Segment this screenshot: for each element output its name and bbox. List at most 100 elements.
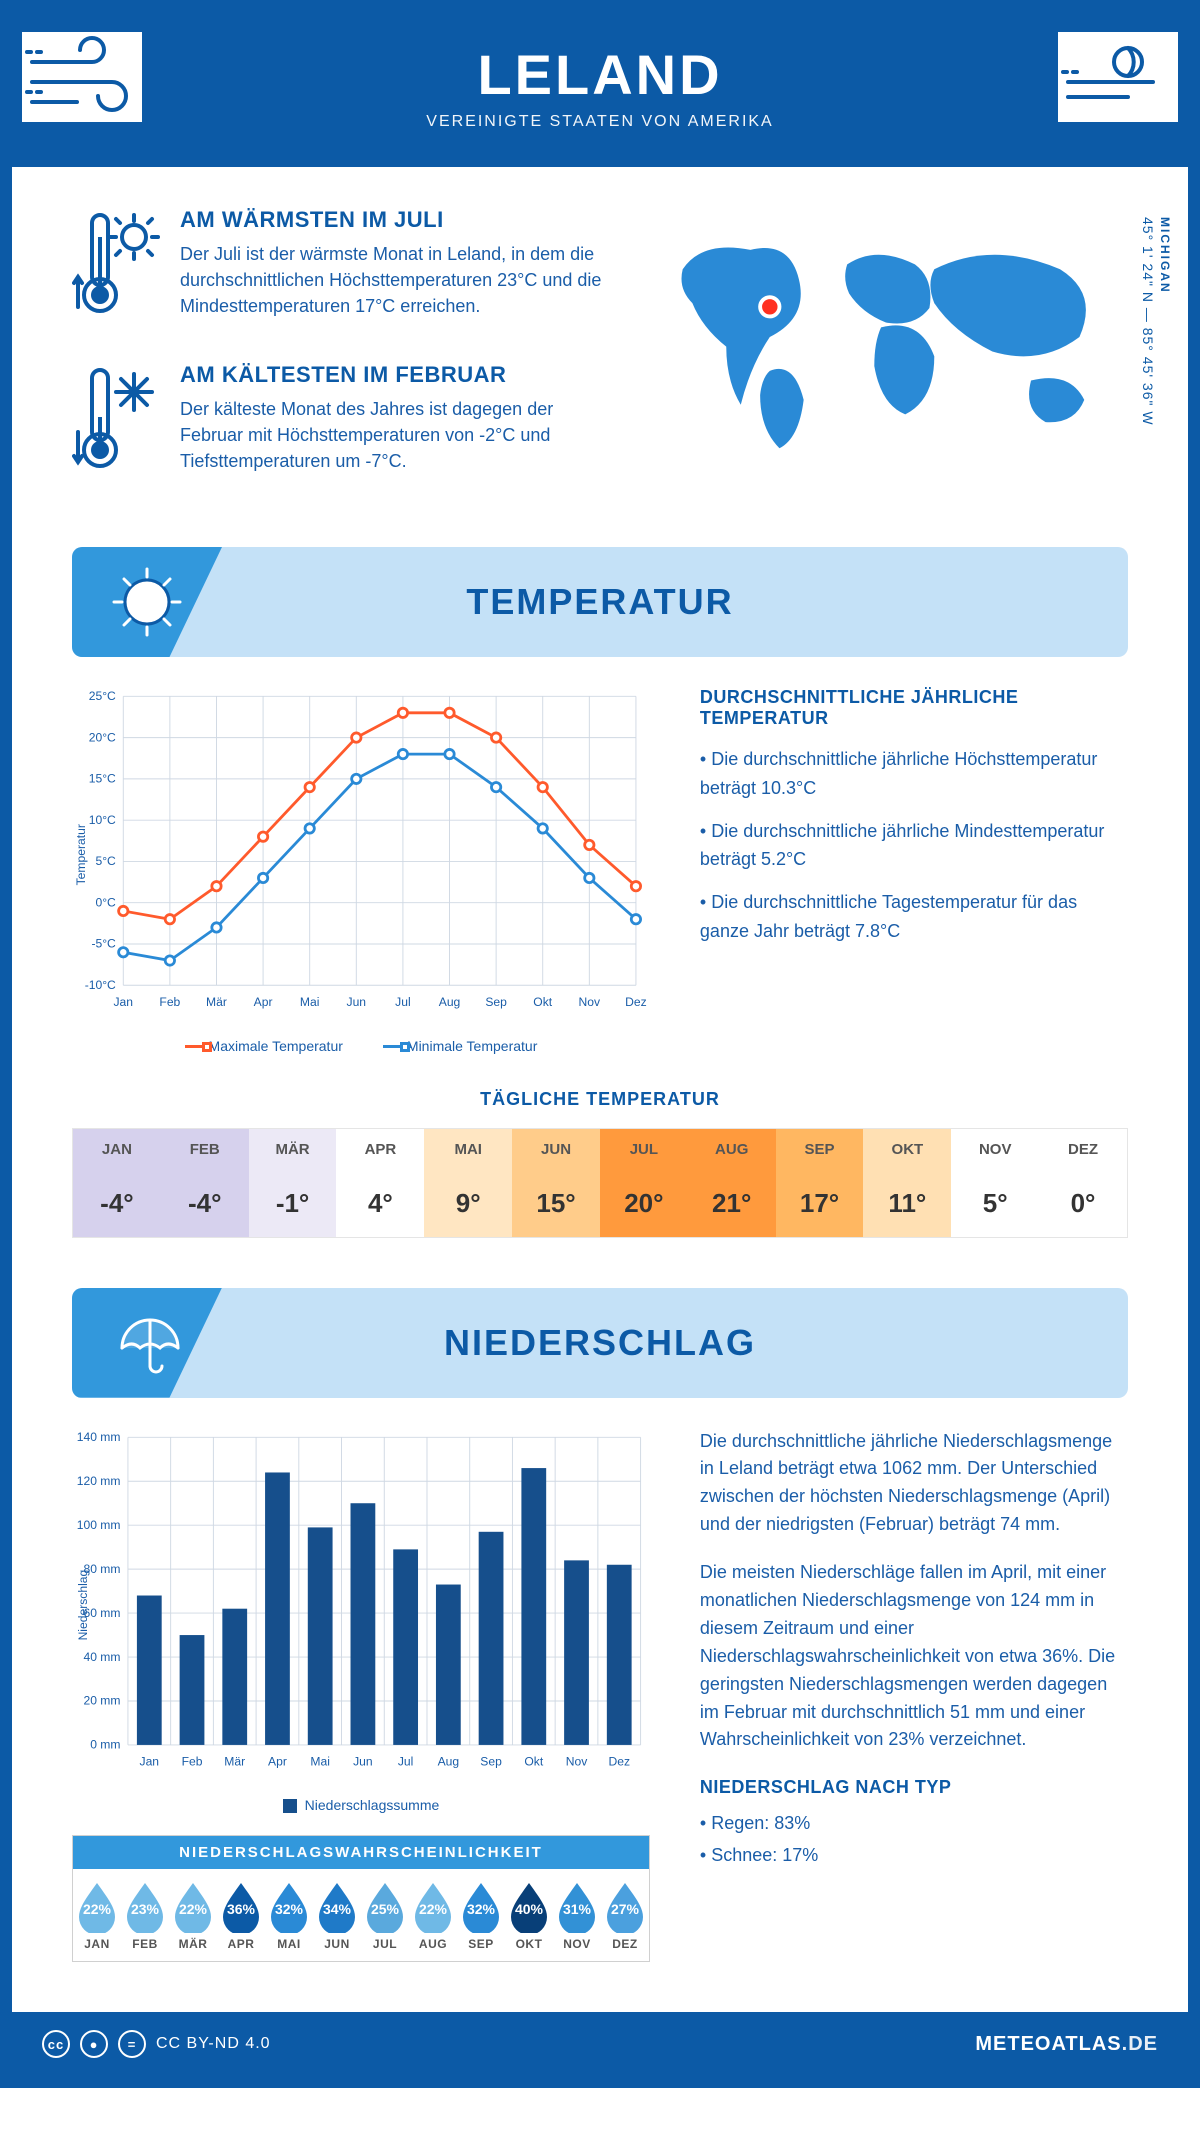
svg-text:Jan: Jan (140, 1754, 160, 1768)
umbrella-icon (112, 1308, 182, 1378)
svg-text:Jul: Jul (395, 995, 410, 1009)
daily-cell: DEZ0° (1039, 1129, 1127, 1237)
svg-text:120 mm: 120 mm (77, 1474, 121, 1488)
precip-type: • Schnee: 17% (700, 1842, 1128, 1870)
region-label: MICHIGAN (1158, 217, 1172, 294)
coords-label: 45° 1' 24" N — 85° 45' 36" W (1140, 217, 1156, 426)
prob-cell: 23%FEB (121, 1869, 169, 1961)
brand: METEOATLAS.DE (975, 2033, 1158, 2056)
license: cc ● = CC BY-ND 4.0 (42, 2030, 271, 2058)
svg-text:Jan: Jan (114, 995, 134, 1009)
prob-cell: 22%JAN (73, 1869, 121, 1961)
prob-cell: 25%JUL (361, 1869, 409, 1961)
prob-cell: 36%APR (217, 1869, 265, 1961)
precip-type-title: NIEDERSCHLAG NACH TYP (700, 1774, 1128, 1802)
svg-text:Feb: Feb (182, 1754, 203, 1768)
precip-paragraph: Die durchschnittliche jährliche Niedersc… (700, 1428, 1128, 1540)
svg-text:Mär: Mär (224, 1754, 245, 1768)
daily-cell: MÄR-1° (249, 1129, 337, 1237)
svg-text:25°C: 25°C (89, 689, 116, 703)
wind-icon (22, 32, 142, 122)
by-icon: ● (80, 2030, 108, 2058)
svg-text:Mai: Mai (300, 995, 320, 1009)
thermometer-snow-icon (72, 362, 162, 487)
prob-cell: 22%MÄR (169, 1869, 217, 1961)
daily-cell: SEP17° (776, 1129, 864, 1237)
svg-text:Jun: Jun (347, 995, 367, 1009)
svg-text:15°C: 15°C (89, 772, 116, 786)
prob-cell: 31%NOV (553, 1869, 601, 1961)
daily-temp-table: JAN-4°FEB-4°MÄR-1°APR4°MAI9°JUN15°JUL20°… (72, 1128, 1128, 1238)
temp-bullet: • Die durchschnittliche jährliche Höchst… (700, 745, 1128, 803)
section-banner-temperature: TEMPERATUR (72, 547, 1128, 657)
svg-text:-10°C: -10°C (85, 978, 116, 992)
svg-text:Nov: Nov (579, 995, 601, 1009)
section-title-precip: NIEDERSCHLAG (444, 1322, 756, 1364)
warmest-title: AM WÄRMSTEN IM JULI (180, 207, 604, 233)
daily-cell: JAN-4° (73, 1129, 161, 1237)
svg-text:Niederschlag: Niederschlag (76, 1569, 90, 1640)
section-banner-precip: NIEDERSCHLAG (72, 1288, 1128, 1398)
coldest-block: AM KÄLTESTEN IM FEBRUAR Der kälteste Mon… (72, 362, 604, 487)
svg-text:Dez: Dez (625, 995, 647, 1009)
daily-cell: FEB-4° (161, 1129, 249, 1237)
prob-cell: 27%DEZ (601, 1869, 649, 1961)
cc-icon: cc (42, 2030, 70, 2058)
svg-text:40 mm: 40 mm (83, 1649, 120, 1663)
svg-text:100 mm: 100 mm (77, 1517, 121, 1531)
section-title-temperature: TEMPERATUR (466, 581, 733, 623)
header: LELAND VEREINIGTE STAATEN VON AMERIKA (12, 12, 1188, 167)
prob-cell: 40%OKT (505, 1869, 553, 1961)
temp-bullet: • Die durchschnittliche jährliche Mindes… (700, 817, 1128, 875)
daily-cell: JUN15° (512, 1129, 600, 1237)
world-map: MICHIGAN 45° 1' 24" N — 85° 45' 36" W (644, 207, 1128, 517)
svg-text:0°C: 0°C (95, 895, 116, 909)
temp-text-title: DURCHSCHNITTLICHE JÄHRLICHE TEMPERATUR (700, 687, 1128, 729)
coldest-text: Der kälteste Monat des Jahres ist dagege… (180, 396, 604, 474)
prob-cell: 22%AUG (409, 1869, 457, 1961)
daily-cell: OKT11° (863, 1129, 951, 1237)
license-label: CC BY-ND 4.0 (156, 2035, 271, 2053)
daily-cell: APR4° (336, 1129, 424, 1237)
svg-text:Jul: Jul (398, 1754, 413, 1768)
svg-text:Mai: Mai (310, 1754, 330, 1768)
svg-text:20°C: 20°C (89, 730, 116, 744)
warmest-block: AM WÄRMSTEN IM JULI Der Juli ist der wär… (72, 207, 604, 332)
svg-text:140 mm: 140 mm (77, 1430, 121, 1444)
svg-text:5°C: 5°C (95, 854, 116, 868)
svg-text:Nov: Nov (566, 1754, 588, 1768)
svg-text:-5°C: -5°C (91, 937, 116, 951)
prob-title: NIEDERSCHLAGSWAHRSCHEINLICHKEIT (73, 1836, 649, 1869)
daily-cell: AUG21° (688, 1129, 776, 1237)
page-subtitle: VEREINIGTE STAATEN VON AMERIKA (32, 113, 1168, 131)
svg-text:Mär: Mär (206, 995, 227, 1009)
svg-text:Aug: Aug (439, 995, 461, 1009)
legend-precip: Niederschlagssumme (305, 1797, 440, 1813)
precip-probability-table: NIEDERSCHLAGSWAHRSCHEINLICHKEIT 22%JAN23… (72, 1835, 650, 1962)
precip-chart: 0 mm20 mm40 mm60 mm80 mm100 mm120 mm140 … (72, 1428, 650, 1963)
svg-text:Feb: Feb (159, 995, 180, 1009)
thermometer-sun-icon (72, 207, 162, 332)
svg-text:0 mm: 0 mm (90, 1737, 120, 1751)
warmest-text: Der Juli ist der wärmste Monat in Leland… (180, 241, 604, 319)
legend-max: Maximale Temperatur (209, 1038, 343, 1054)
svg-text:Dez: Dez (608, 1754, 630, 1768)
temperature-chart: -10°C-5°C0°C5°C10°C15°C20°C25°CJanFebMär… (72, 687, 650, 1054)
precip-paragraph: Die meisten Niederschläge fallen im Apri… (700, 1559, 1128, 1754)
svg-text:Jun: Jun (353, 1754, 373, 1768)
footer: cc ● = CC BY-ND 4.0 METEOATLAS.DE (12, 2012, 1188, 2076)
temp-bullet: • Die durchschnittliche Tagestemperatur … (700, 888, 1128, 946)
prob-cell: 32%MAI (265, 1869, 313, 1961)
svg-text:Apr: Apr (268, 1754, 287, 1768)
svg-text:Aug: Aug (438, 1754, 460, 1768)
prob-cell: 32%SEP (457, 1869, 505, 1961)
sun-icon (112, 567, 182, 637)
daily-cell: MAI9° (424, 1129, 512, 1237)
svg-text:Okt: Okt (533, 995, 552, 1009)
svg-text:Sep: Sep (480, 1754, 502, 1768)
coldest-title: AM KÄLTESTEN IM FEBRUAR (180, 362, 604, 388)
page-title: LELAND (32, 42, 1168, 107)
svg-text:Apr: Apr (254, 995, 273, 1009)
svg-text:Okt: Okt (524, 1754, 543, 1768)
daily-cell: JUL20° (600, 1129, 688, 1237)
